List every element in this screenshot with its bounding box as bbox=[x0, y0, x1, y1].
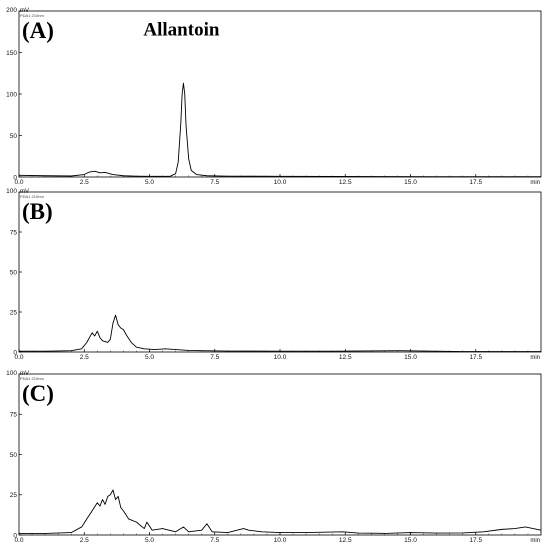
x-unit-label: min bbox=[530, 180, 540, 186]
chart-panel-1: 0.0 2.5 5.0 7.5 10.0 12.5 15.0 17.5 min 0 50 100 150… bbox=[6, 7, 542, 186]
x-tick-label: 5.0 bbox=[145, 537, 154, 544]
plot-frame bbox=[18, 191, 542, 353]
y-tick-label: 100 bbox=[6, 370, 17, 377]
y-tick-label: 25 bbox=[10, 492, 18, 499]
y-tick-label: 100 bbox=[6, 188, 17, 195]
x-tick-label: 12.5 bbox=[339, 537, 352, 544]
x-tick-label: 15.0 bbox=[404, 179, 417, 186]
x-tick-label: 2.5 bbox=[80, 537, 89, 544]
plot-frame bbox=[18, 373, 542, 536]
y-unit-label: mV bbox=[20, 371, 29, 377]
y-tick-label: 50 bbox=[10, 452, 18, 459]
x-unit-label: min bbox=[530, 538, 540, 544]
x-unit-label: min bbox=[530, 355, 540, 361]
y-tick-label: 0 bbox=[13, 349, 17, 356]
y-tick-label: 150 bbox=[6, 50, 17, 57]
x-tick-label: 2.5 bbox=[80, 354, 89, 361]
detector-label: PDA1 210nm bbox=[20, 194, 44, 199]
chromatogram-trace-1 bbox=[18, 82, 541, 178]
x-tick-label: 10.0 bbox=[274, 179, 287, 186]
plot-frame bbox=[18, 10, 542, 178]
y-tick-label: 50 bbox=[10, 269, 18, 276]
peak-annotation: Allantoin bbox=[143, 20, 219, 41]
y-tick-label: 75 bbox=[10, 229, 18, 236]
x-tick-label: 5.0 bbox=[145, 354, 154, 361]
y-tick-label: 75 bbox=[10, 412, 18, 419]
y-tick-label: 0 bbox=[13, 532, 17, 539]
y-unit-label: mV bbox=[20, 189, 29, 195]
chromatogram-trace-3 bbox=[19, 489, 542, 534]
x-tick-label: 17.5 bbox=[469, 354, 482, 361]
panel-label: (C) bbox=[22, 381, 54, 406]
x-tick-label: 10.0 bbox=[274, 537, 287, 544]
x-tick-label: 7.5 bbox=[210, 354, 219, 361]
panel-label: (A) bbox=[22, 18, 54, 43]
y-tick-label: 25 bbox=[10, 309, 18, 316]
x-tick-label: 12.5 bbox=[339, 179, 352, 186]
x-tick-label: 2.5 bbox=[80, 179, 89, 186]
detector-label: PDA1 210nm bbox=[20, 376, 44, 381]
x-tick-label: 0.0 bbox=[14, 179, 23, 186]
x-tick-label: 10.0 bbox=[274, 354, 287, 361]
x-tick-label: 0.0 bbox=[14, 354, 23, 361]
y-tick-label: 50 bbox=[10, 133, 18, 140]
chromatogram-trace-2 bbox=[19, 314, 541, 352]
y-tick-label: 200 bbox=[6, 7, 17, 14]
x-tick-label: 15.0 bbox=[404, 537, 417, 544]
x-tick-label: 17.5 bbox=[469, 537, 482, 544]
x-tick-label: 7.5 bbox=[210, 537, 219, 544]
x-tick-label: 12.5 bbox=[339, 354, 352, 361]
y-tick-label: 100 bbox=[6, 91, 17, 98]
panel-label: (B) bbox=[22, 199, 53, 224]
x-tick-label: 15.0 bbox=[404, 354, 417, 361]
x-tick-label: 5.0 bbox=[145, 179, 154, 186]
y-tick-label: 0 bbox=[13, 174, 17, 181]
x-tick-label: 0.0 bbox=[14, 537, 23, 544]
chart-panel-2: 0.0 2.5 5.0 7.5 10.0 12.5 15.0 17.5 min 0 25 50 75 10… bbox=[6, 188, 542, 361]
detector-label: PDA1 210nm bbox=[20, 13, 44, 18]
chart-panel-3: 0.0 2.5 5.0 7.5 10.0 12.5 15.0 17.5 min 0 25 50 75 10… bbox=[6, 370, 542, 544]
x-tick-label: 17.5 bbox=[469, 179, 482, 186]
y-unit-label: mV bbox=[20, 8, 29, 14]
x-tick-label: 7.5 bbox=[210, 179, 219, 186]
